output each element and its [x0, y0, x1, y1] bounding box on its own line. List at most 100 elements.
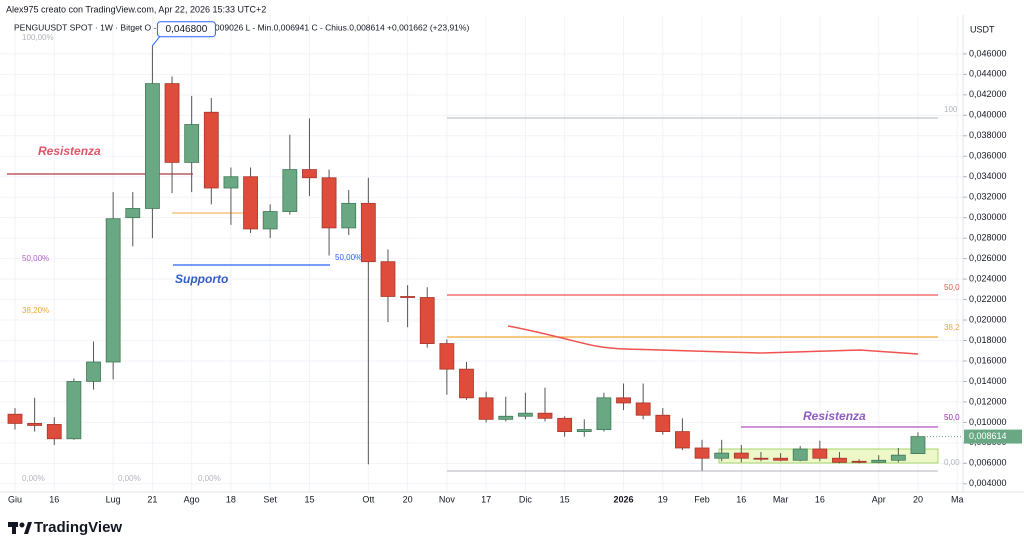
candle-body [812, 448, 828, 459]
y-tick-label: 0,014000 [969, 376, 1007, 386]
candle-body [46, 424, 62, 440]
x-tick-label: 15 [560, 494, 570, 504]
x-tick-label: 18 [226, 494, 236, 504]
y-tick-label: 0,024000 [969, 273, 1007, 283]
candle-body [360, 202, 376, 263]
candle-body [203, 111, 219, 189]
fib-label: 38,20% [22, 306, 49, 315]
fib-label: 50,0 [944, 283, 960, 292]
fib-label: 0,00% [22, 474, 45, 483]
y-tick-label: 0,042000 [969, 89, 1007, 99]
fib-label: 50,0 [944, 413, 960, 422]
x-tick-label: Ago [184, 494, 200, 504]
y-tick-label: 0,018000 [969, 335, 1007, 345]
candle-body [773, 457, 788, 461]
chart-subtitle: PENGUUSDT SPOT · 1W · Bitget O - Ape H -… [14, 22, 469, 32]
candle-body [655, 414, 671, 433]
x-tick-label: 16 [49, 494, 59, 504]
y-tick-label: 0,012000 [969, 396, 1007, 406]
candle-body [145, 83, 160, 209]
candle-body [478, 397, 494, 420]
x-tick-label: Nov [439, 494, 456, 504]
x-tick-label: Lug [106, 494, 121, 504]
y-tick-label: 0,004000 [969, 478, 1007, 488]
candle-body [419, 297, 435, 344]
y-tick-label: 0,032000 [969, 192, 1007, 202]
candle-body [164, 83, 180, 163]
candle-body [184, 124, 200, 163]
candle-body [66, 381, 82, 440]
x-tick-label: Mar [773, 494, 789, 504]
x-tick-label: 20 [913, 494, 923, 504]
y-tick-label: 0,044000 [969, 69, 1007, 79]
y-tick-label: 0,010000 [969, 417, 1007, 427]
x-tick-label: Set [263, 494, 277, 504]
candle-body [675, 431, 690, 449]
annotation: Resistenza [803, 409, 866, 423]
candle-body [714, 452, 730, 459]
candle-body [792, 448, 808, 461]
candle-body [243, 176, 258, 230]
moving-average [507, 325, 919, 355]
candle-body [576, 429, 592, 433]
candle-body [400, 296, 416, 298]
x-tick-label: 15 [304, 494, 314, 504]
candle-body [733, 452, 749, 459]
y-tick-label: 0,040000 [969, 110, 1007, 120]
x-tick-label: 16 [815, 494, 825, 504]
x-tick-label: 17 [481, 494, 491, 504]
annotation: Resistenza [38, 144, 101, 158]
callout-pointer [152, 35, 161, 47]
fib-label: 100 [944, 105, 958, 114]
x-tick-label: 20 [403, 494, 413, 504]
candle-body [871, 459, 887, 463]
chart-title: Alex975 creato con TradingView.com, Apr … [6, 4, 266, 14]
y-tick-label: 0,006000 [969, 458, 1007, 468]
candle-body [635, 402, 651, 416]
candle-body [851, 460, 867, 463]
fib-label: 0,00% [118, 474, 141, 483]
fib-label: 50,00% [335, 253, 362, 262]
candle-body [86, 361, 101, 382]
candle-body [753, 457, 769, 460]
x-tick-label: 19 [658, 494, 668, 504]
candle-body [459, 368, 474, 399]
x-tick-label: Ott [362, 494, 375, 504]
callout-label: 0,046800 [166, 24, 208, 35]
y-tick-label: 0,038000 [969, 130, 1007, 140]
candle-body [105, 218, 121, 363]
fib-label: 0,00 [944, 458, 960, 467]
candle-body [616, 397, 631, 404]
candle-body [832, 457, 847, 463]
candle-body [890, 454, 906, 461]
axis-label: USDT [970, 24, 995, 34]
candle-body [910, 436, 926, 454]
x-tick-label: Apr [872, 494, 886, 504]
annotation: Supporto [175, 272, 228, 286]
y-tick-label: 0,026000 [969, 253, 1007, 263]
x-tick-label: 21 [147, 494, 157, 504]
y-tick-label: 0,046000 [969, 48, 1007, 58]
last-price-label: 0,008614 [969, 431, 1007, 441]
fib-label: 100,00% [22, 33, 54, 42]
fib-label: 50,00% [22, 254, 49, 263]
candle-body [380, 261, 396, 297]
candle-body [27, 423, 43, 426]
x-tick-label: Giu [8, 494, 22, 504]
y-tick-label: 0,022000 [969, 294, 1007, 304]
candle-body [596, 397, 612, 430]
candle-body [694, 447, 710, 459]
candle-body [223, 176, 239, 189]
y-tick-label: 0,020000 [969, 314, 1007, 324]
y-tick-label: 0,034000 [969, 171, 1007, 181]
x-tick-label: 2026 [614, 494, 634, 504]
candle-body [439, 343, 455, 370]
brand-logo [8, 522, 32, 534]
candle-body [262, 211, 278, 230]
candle-body [341, 202, 357, 229]
x-tick-label: 16 [736, 494, 746, 504]
last-price-tag [964, 429, 1022, 444]
y-tick-label: 0,028000 [969, 233, 1007, 243]
